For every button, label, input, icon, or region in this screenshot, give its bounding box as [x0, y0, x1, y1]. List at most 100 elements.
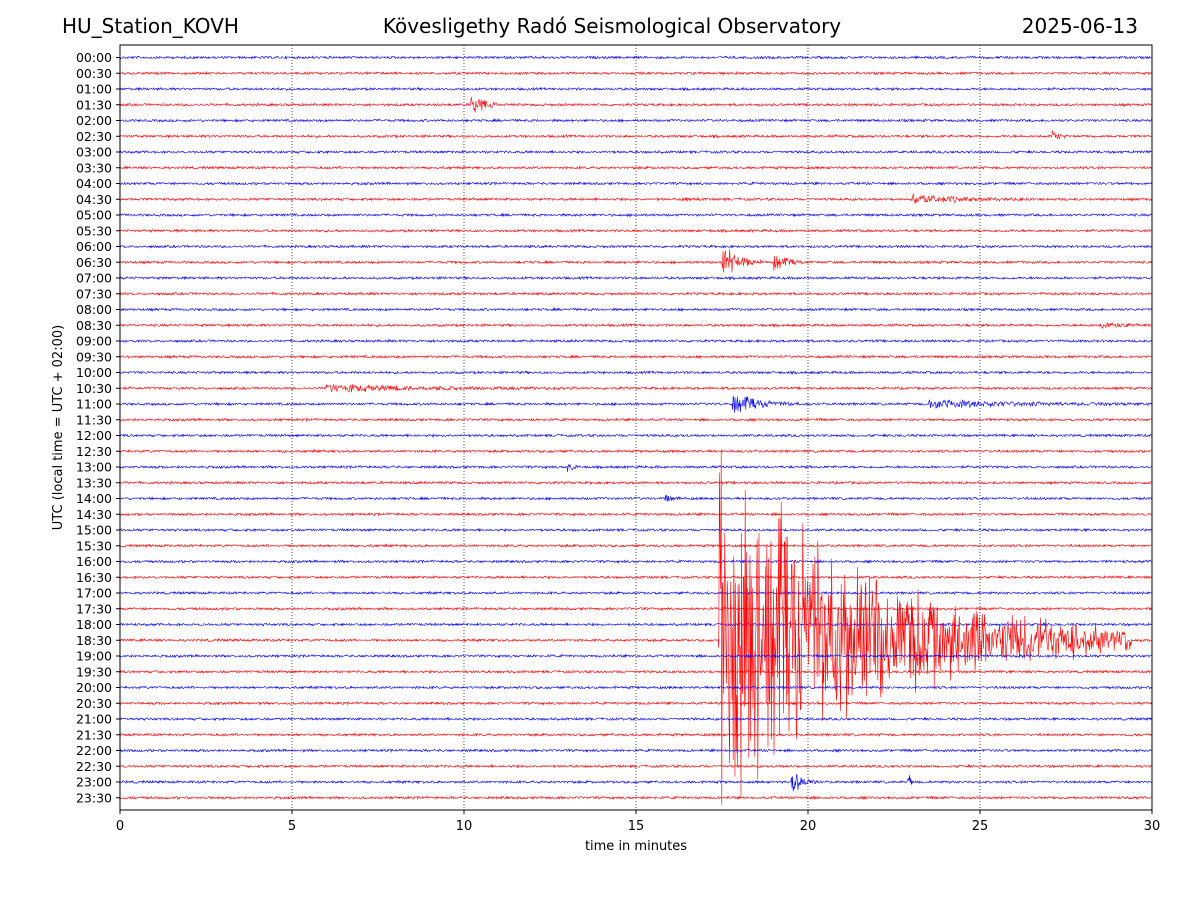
trace-1900 — [119, 653, 1152, 659]
trace-1330 — [119, 480, 1152, 486]
trace-1700 — [119, 590, 1152, 596]
y-tick-label: 00:00 — [76, 50, 112, 65]
trace-0700 — [119, 275, 1152, 281]
trace-1130 — [119, 417, 1152, 423]
trace-2130 — [119, 732, 1152, 738]
chart-date: 2025-06-13 — [1021, 14, 1138, 38]
y-tick-label: 22:00 — [76, 743, 112, 758]
y-axis-ticks: 00:0000:3001:0001:3002:0002:3003:0003:30… — [76, 50, 120, 805]
y-tick-label: 11:00 — [76, 397, 112, 412]
y-tick-label: 21:30 — [76, 727, 112, 742]
y-tick-label: 00:30 — [76, 66, 112, 81]
y-tick-label: 07:30 — [76, 286, 112, 301]
y-tick-label: 10:30 — [76, 381, 112, 396]
y-tick-label: 03:00 — [76, 145, 112, 160]
trace-1300 — [119, 463, 1152, 472]
chart-title: Kövesligethy Radó Seismological Observat… — [382, 14, 842, 38]
trace-1830 — [119, 450, 1152, 805]
trace-1630 — [119, 574, 1152, 580]
trace-1730 — [119, 606, 1152, 612]
y-tick-label: 06:30 — [76, 255, 112, 270]
trace-1600 — [119, 559, 1152, 564]
x-axis-label: time in minutes — [585, 839, 687, 854]
y-tick-label: 02:00 — [76, 113, 112, 128]
trace-0530 — [119, 228, 1152, 234]
y-tick-label: 08:30 — [76, 318, 112, 333]
x-tick-label: 0 — [116, 819, 124, 834]
y-tick-label: 17:30 — [76, 601, 112, 616]
y-tick-label: 04:30 — [76, 192, 112, 207]
grid-lines — [291, 45, 981, 810]
x-axis-ticks: 0 5 10 15 20 25 30 — [116, 810, 1160, 834]
trace-1030 — [119, 383, 1152, 393]
y-tick-label: 15:00 — [76, 523, 112, 538]
trace-0230 — [119, 130, 1152, 140]
y-tick-label: 09:00 — [76, 334, 112, 349]
y-tick-label: 01:30 — [76, 97, 112, 112]
trace-0800 — [119, 307, 1152, 312]
y-tick-label: 14:30 — [76, 507, 112, 522]
trace-2230 — [119, 763, 1152, 769]
trace-0000 — [119, 55, 1152, 60]
y-tick-label: 05:30 — [76, 223, 112, 238]
trace-0500 — [119, 212, 1152, 218]
trace-0030 — [119, 70, 1152, 76]
y-tick-label: 21:00 — [76, 712, 112, 727]
y-tick-label: 07:00 — [76, 271, 112, 286]
y-tick-label: 19:30 — [76, 664, 112, 679]
station-name: HU_Station_KOVH — [62, 14, 239, 38]
y-tick-label: 03:30 — [76, 160, 112, 175]
trace-0330 — [119, 165, 1152, 171]
y-tick-label: 23:00 — [76, 775, 112, 790]
trace-0100 — [119, 86, 1152, 92]
x-tick-label: 20 — [800, 819, 817, 834]
trace-0400 — [119, 181, 1152, 186]
x-tick-label: 25 — [972, 819, 989, 834]
y-tick-label: 18:30 — [76, 633, 112, 648]
seismic-traces — [119, 55, 1152, 805]
y-tick-label: 12:30 — [76, 444, 112, 459]
trace-0130 — [119, 96, 1152, 113]
y-tick-label: 14:00 — [76, 491, 112, 506]
y-tick-label: 01:00 — [76, 82, 112, 97]
trace-0830 — [119, 322, 1152, 330]
y-tick-label: 16:00 — [76, 554, 112, 569]
y-tick-label: 22:30 — [76, 759, 112, 774]
trace-0730 — [119, 291, 1152, 297]
trace-0630 — [119, 249, 1152, 273]
y-tick-label: 23:30 — [76, 790, 112, 805]
trace-2000 — [119, 685, 1152, 690]
y-tick-label: 17:00 — [76, 586, 112, 601]
x-tick-label: 5 — [288, 819, 296, 834]
trace-1200 — [119, 433, 1152, 438]
trace-1230 — [119, 449, 1152, 454]
trace-0930 — [119, 354, 1152, 360]
y-tick-label: 10:00 — [76, 365, 112, 380]
y-tick-label: 02:30 — [76, 129, 112, 144]
y-axis-label: UTC (local time = UTC + 02:00) — [51, 325, 66, 530]
y-tick-label: 08:00 — [76, 302, 112, 317]
trace-1800 — [119, 622, 1152, 627]
trace-2330 — [119, 795, 1152, 801]
y-tick-label: 12:00 — [76, 428, 112, 443]
trace-0600 — [119, 244, 1152, 249]
y-tick-label: 04:00 — [76, 176, 112, 191]
y-tick-label: 09:30 — [76, 349, 112, 364]
x-tick-label: 30 — [1144, 819, 1161, 834]
trace-1400 — [119, 494, 1152, 502]
trace-2200 — [119, 748, 1152, 753]
y-tick-label: 05:00 — [76, 208, 112, 223]
x-tick-label: 10 — [456, 819, 473, 834]
trace-1430 — [119, 511, 1152, 517]
y-tick-label: 20:00 — [76, 680, 112, 695]
y-tick-label: 16:30 — [76, 570, 112, 585]
trace-2030 — [119, 700, 1152, 706]
trace-0900 — [119, 338, 1152, 344]
y-tick-label: 11:30 — [76, 412, 112, 427]
trace-1500 — [119, 527, 1152, 533]
y-tick-label: 13:30 — [76, 475, 112, 490]
trace-2300 — [119, 773, 1152, 792]
trace-1930 — [119, 669, 1152, 675]
trace-0300 — [119, 149, 1152, 155]
